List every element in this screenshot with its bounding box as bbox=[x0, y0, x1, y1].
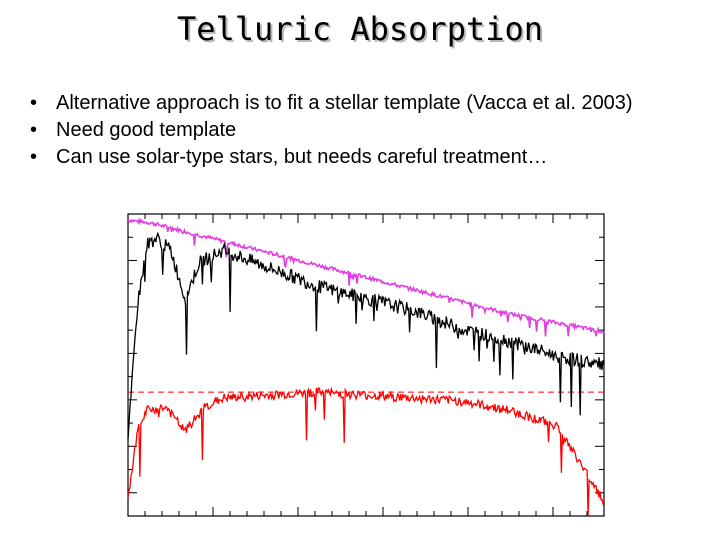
bullet-list: • Alternative approach is to fit a stella… bbox=[30, 92, 690, 173]
bullet-item: • Need good template bbox=[30, 119, 690, 141]
bullet-text: Can use solar-type stars, but needs care… bbox=[56, 146, 548, 168]
series-layer bbox=[127, 217, 605, 517]
bullet-text: Need good template bbox=[56, 119, 237, 141]
bullet-item: • Alternative approach is to fit a stella… bbox=[30, 92, 690, 114]
spectrum-chart bbox=[127, 213, 605, 517]
axis-ticks bbox=[127, 213, 605, 517]
template-spectrum bbox=[127, 217, 605, 337]
bullet-icon: • bbox=[30, 92, 38, 114]
corrected-spectrum bbox=[127, 386, 605, 517]
bullet-icon: • bbox=[30, 146, 38, 168]
observed-spectrum bbox=[127, 231, 605, 440]
bullet-icon: • bbox=[30, 119, 38, 141]
bullet-item: • Can use solar-type stars, but needs car… bbox=[30, 146, 690, 168]
bullet-text: Alternative approach is to fit a stellar… bbox=[56, 92, 633, 114]
slide-title: Telluric Absorption bbox=[176, 10, 544, 48]
